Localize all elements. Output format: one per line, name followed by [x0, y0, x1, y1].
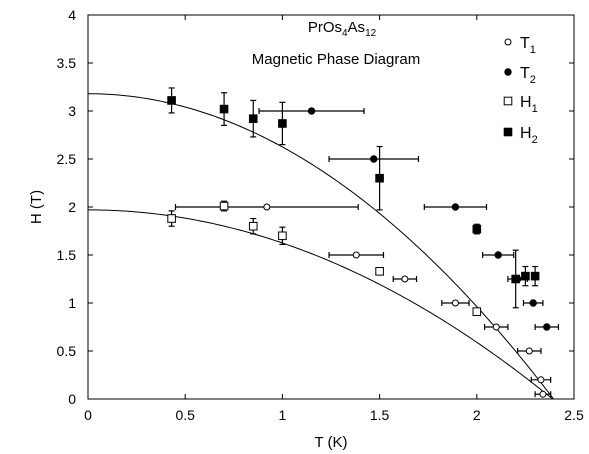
y-tick-label: 0 [68, 391, 76, 407]
title-compound-pr-os: PrOs [308, 19, 342, 36]
data-point [219, 201, 229, 211]
legend-label-sub: 1 [532, 103, 538, 115]
y-tick-label: 1 [68, 295, 76, 311]
fit-curve [87, 93, 554, 400]
chart-title-line1: PrOs4As12 [308, 19, 377, 39]
legend-label-main: H [520, 125, 532, 142]
data-point [375, 267, 384, 276]
data-point [219, 104, 229, 114]
x-tick-label: 2.5 [564, 407, 584, 423]
fit-curve [87, 209, 553, 400]
legend-label-sub: 2 [530, 74, 536, 86]
y-tick-label: 0.5 [57, 343, 77, 359]
y-tick-label: 3 [68, 103, 76, 119]
data-point [278, 231, 287, 241]
y-tick-label: 1.5 [57, 247, 77, 263]
series-h2 [167, 87, 540, 309]
title-sub-12: 12 [365, 28, 377, 39]
y-axis-label: H (T) [28, 190, 45, 224]
legend-label: T2 [520, 65, 536, 86]
data-point [472, 224, 482, 234]
data-point [525, 347, 533, 355]
data-point [248, 114, 258, 123]
y-tick-label: 2 [68, 199, 76, 215]
axis-ticks: 0 0.5 1 1.5 2 2.5 0 0.5 1 1.5 2 2.5 3 3.5 4 [57, 7, 584, 423]
data-point [375, 173, 384, 183]
legend-marker [504, 68, 512, 76]
data-marks [167, 87, 560, 398]
data-point [530, 271, 540, 281]
y-tick-label: 2.5 [57, 151, 77, 167]
legend-label-sub: 2 [532, 134, 538, 146]
legend-label: H2 [520, 125, 538, 146]
data-point [167, 214, 176, 223]
chart-title-line2: Magnetic Phase Diagram [252, 51, 420, 68]
data-point [370, 155, 378, 163]
legend-marker [504, 38, 512, 46]
title-sub-4: 4 [342, 28, 348, 39]
data-point [511, 274, 520, 284]
x-tick-label: 1 [279, 407, 287, 423]
legend-label: H1 [520, 94, 538, 115]
data-point [263, 203, 271, 211]
series-t1 [174, 203, 552, 398]
data-point [529, 299, 537, 307]
series-h1 [167, 200, 482, 316]
x-tick-label: 0.5 [175, 407, 195, 423]
fit-curves [87, 93, 554, 400]
data-point [521, 271, 530, 281]
y-tick-label: 3.5 [57, 55, 77, 71]
data-point [537, 376, 545, 384]
data-point [472, 307, 482, 316]
x-tick-label: 1.5 [370, 407, 390, 423]
title-compound-as: As [348, 19, 366, 36]
legend-label-sub: 1 [530, 44, 536, 56]
legend-marker [503, 96, 513, 106]
data-point [492, 323, 500, 331]
x-tick-label: 0 [84, 407, 92, 423]
legend-label-main: H [520, 94, 532, 111]
data-point [494, 251, 502, 259]
data-point [451, 203, 460, 211]
data-point [401, 275, 409, 283]
data-point [167, 96, 176, 105]
y-tick-label: 4 [68, 7, 76, 23]
data-point [307, 107, 316, 115]
data-point [539, 390, 547, 398]
data-point [451, 299, 459, 307]
legend-label-main: T [520, 35, 530, 52]
data-point [352, 251, 360, 259]
x-tick-label: 2 [473, 407, 481, 423]
legend-label: T1 [520, 35, 536, 56]
data-point [278, 119, 287, 128]
series-t2 [258, 107, 560, 331]
legend-marker [503, 127, 513, 137]
legend-label-main: T [520, 65, 530, 82]
data-point [543, 323, 551, 331]
data-point [248, 221, 258, 231]
x-axis-label: T (K) [314, 434, 347, 451]
